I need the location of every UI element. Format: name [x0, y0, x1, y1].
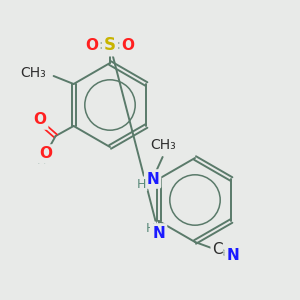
Text: N: N: [146, 172, 159, 187]
Text: H: H: [37, 154, 46, 166]
Text: O: O: [33, 112, 46, 128]
Text: CH₃: CH₃: [20, 66, 46, 80]
Text: C: C: [212, 242, 222, 257]
Text: O: O: [39, 146, 52, 161]
Text: O: O: [122, 38, 134, 52]
Text: O: O: [85, 38, 98, 52]
Text: CH₃: CH₃: [150, 138, 175, 152]
Text: S: S: [104, 36, 116, 54]
Text: N: N: [226, 248, 239, 263]
Text: N: N: [152, 226, 165, 241]
Text: H: H: [137, 178, 146, 190]
Text: H: H: [146, 223, 155, 236]
